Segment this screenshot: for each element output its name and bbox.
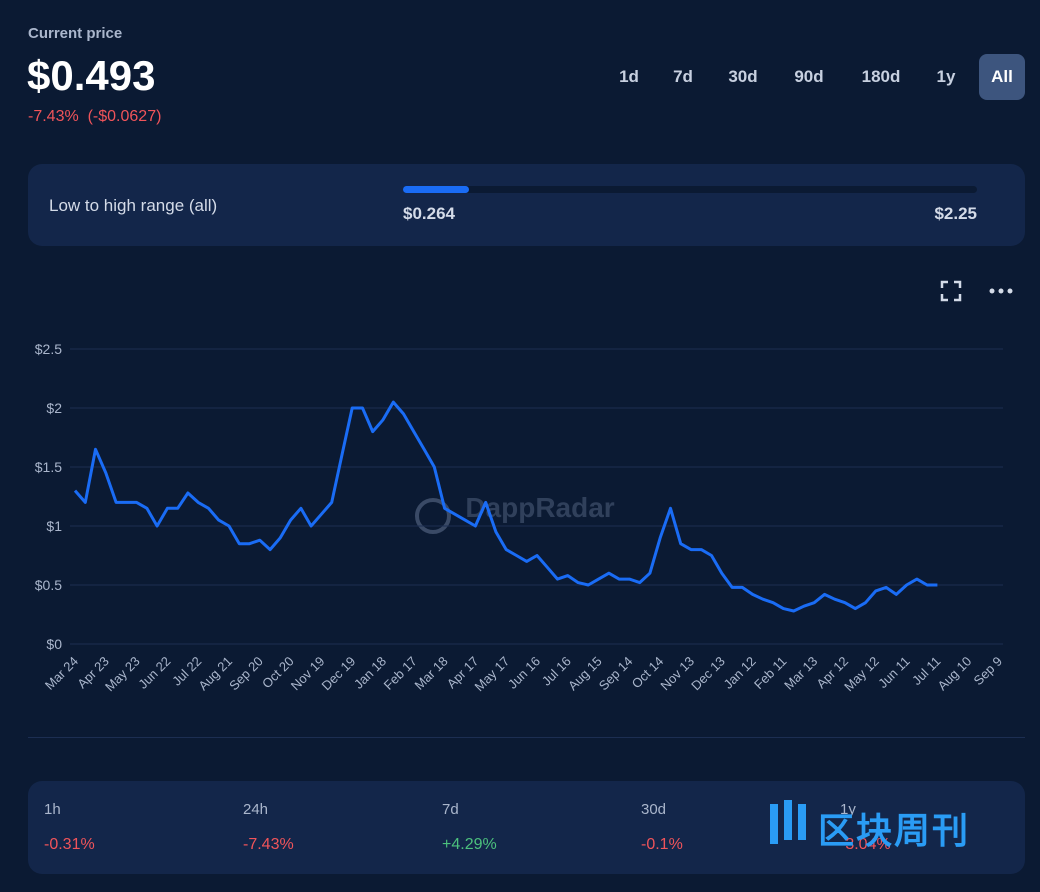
- y-tick-label: $2.5: [35, 341, 62, 357]
- stat-label: 30d: [641, 801, 667, 818]
- x-tick-label: Sep 9: [970, 654, 1005, 689]
- watermark-icon: [415, 498, 451, 534]
- x-tick-label: Jan 12: [721, 654, 759, 692]
- period-button[interactable]: 1y: [936, 67, 956, 86]
- x-tick-label: Jun 22: [135, 654, 173, 692]
- y-tick-label: $1: [46, 518, 62, 534]
- fullscreen-icon[interactable]: [940, 280, 962, 302]
- logo: 区块周刊: [766, 798, 1016, 851]
- x-tick-label: Nov 19: [288, 654, 328, 694]
- stat-value: -0.31%: [44, 836, 95, 853]
- stat-label: 1y: [840, 801, 856, 818]
- y-tick-label: $0.5: [35, 577, 62, 593]
- period-button[interactable]: 90d: [794, 67, 824, 86]
- x-tick-label: Nov 13: [657, 654, 697, 694]
- x-tick-label: May 23: [102, 654, 143, 695]
- price: $0.493: [27, 52, 156, 99]
- x-tick-label: Feb 11: [751, 654, 790, 693]
- divider: [28, 737, 1025, 738]
- x-tick-label: Mar 24: [42, 654, 81, 693]
- x-tick-label: Mar 13: [781, 654, 820, 693]
- stat-label: 1h: [44, 801, 61, 818]
- more-icon[interactable]: [989, 288, 1013, 294]
- period-button[interactable]: 30d: [728, 67, 758, 86]
- period-button[interactable]: 180d: [861, 67, 901, 86]
- x-tick-label: Sep 20: [226, 654, 266, 694]
- stats-card: 1h -0.31% 24h -7.43% 7d +4.29% 30d -0.1% 1y -3.04…: [28, 781, 1025, 874]
- range-fill: [403, 186, 469, 193]
- stat-value: -7.43%: [243, 836, 294, 853]
- x-tick-label: Aug 21: [195, 654, 235, 694]
- y-tick-label: $1.5: [35, 459, 62, 475]
- x-tick-label: Jun 16: [505, 654, 543, 692]
- range-label: Low to high range (all): [49, 196, 218, 215]
- logo-mark: [770, 800, 806, 844]
- x-tick-label: May 12: [841, 654, 882, 695]
- x-tick-label: Jun 11: [875, 654, 913, 692]
- stat-label: 7d: [442, 801, 459, 818]
- price-label: Current price: [28, 25, 123, 42]
- stat-value: -3.04%: [840, 836, 891, 853]
- range-card: Low to high range (all) $0.264 $2.25: [28, 164, 1025, 246]
- stat-label: 24h: [243, 801, 269, 818]
- period-button[interactable]: All: [979, 54, 1025, 100]
- range-high: $2.25: [934, 204, 977, 223]
- x-tick-label: Mar 18: [411, 654, 450, 693]
- price-change: -7.43% (-$0.0627): [28, 108, 161, 126]
- stat-value: +4.29%: [442, 836, 497, 853]
- x-tick-label: Dec 19: [319, 654, 359, 694]
- x-tick-label: Sep 14: [596, 654, 636, 694]
- change-pct: -7.43%: [28, 108, 79, 125]
- change-abs: (-$0.0627): [87, 108, 162, 125]
- x-tick-label: May 17: [472, 654, 513, 695]
- x-tick-label: Aug 15: [565, 654, 605, 694]
- price-line: [73, 400, 938, 613]
- stat-value: -0.1%: [641, 836, 683, 853]
- chart-tools: [940, 280, 1013, 302]
- y-tick-label: $0: [46, 636, 62, 652]
- range-low: $0.264: [403, 204, 455, 223]
- y-tick-label: $2: [46, 400, 62, 416]
- period-button[interactable]: 7d: [673, 67, 693, 86]
- x-tick-label: Aug 10: [935, 654, 975, 694]
- period-button[interactable]: 1d: [619, 67, 639, 86]
- logo-text: 区块周刊: [818, 810, 971, 851]
- x-tick-label: Dec 13: [688, 654, 728, 694]
- x-tick-label: Feb 17: [381, 654, 420, 693]
- range-track: [403, 186, 977, 193]
